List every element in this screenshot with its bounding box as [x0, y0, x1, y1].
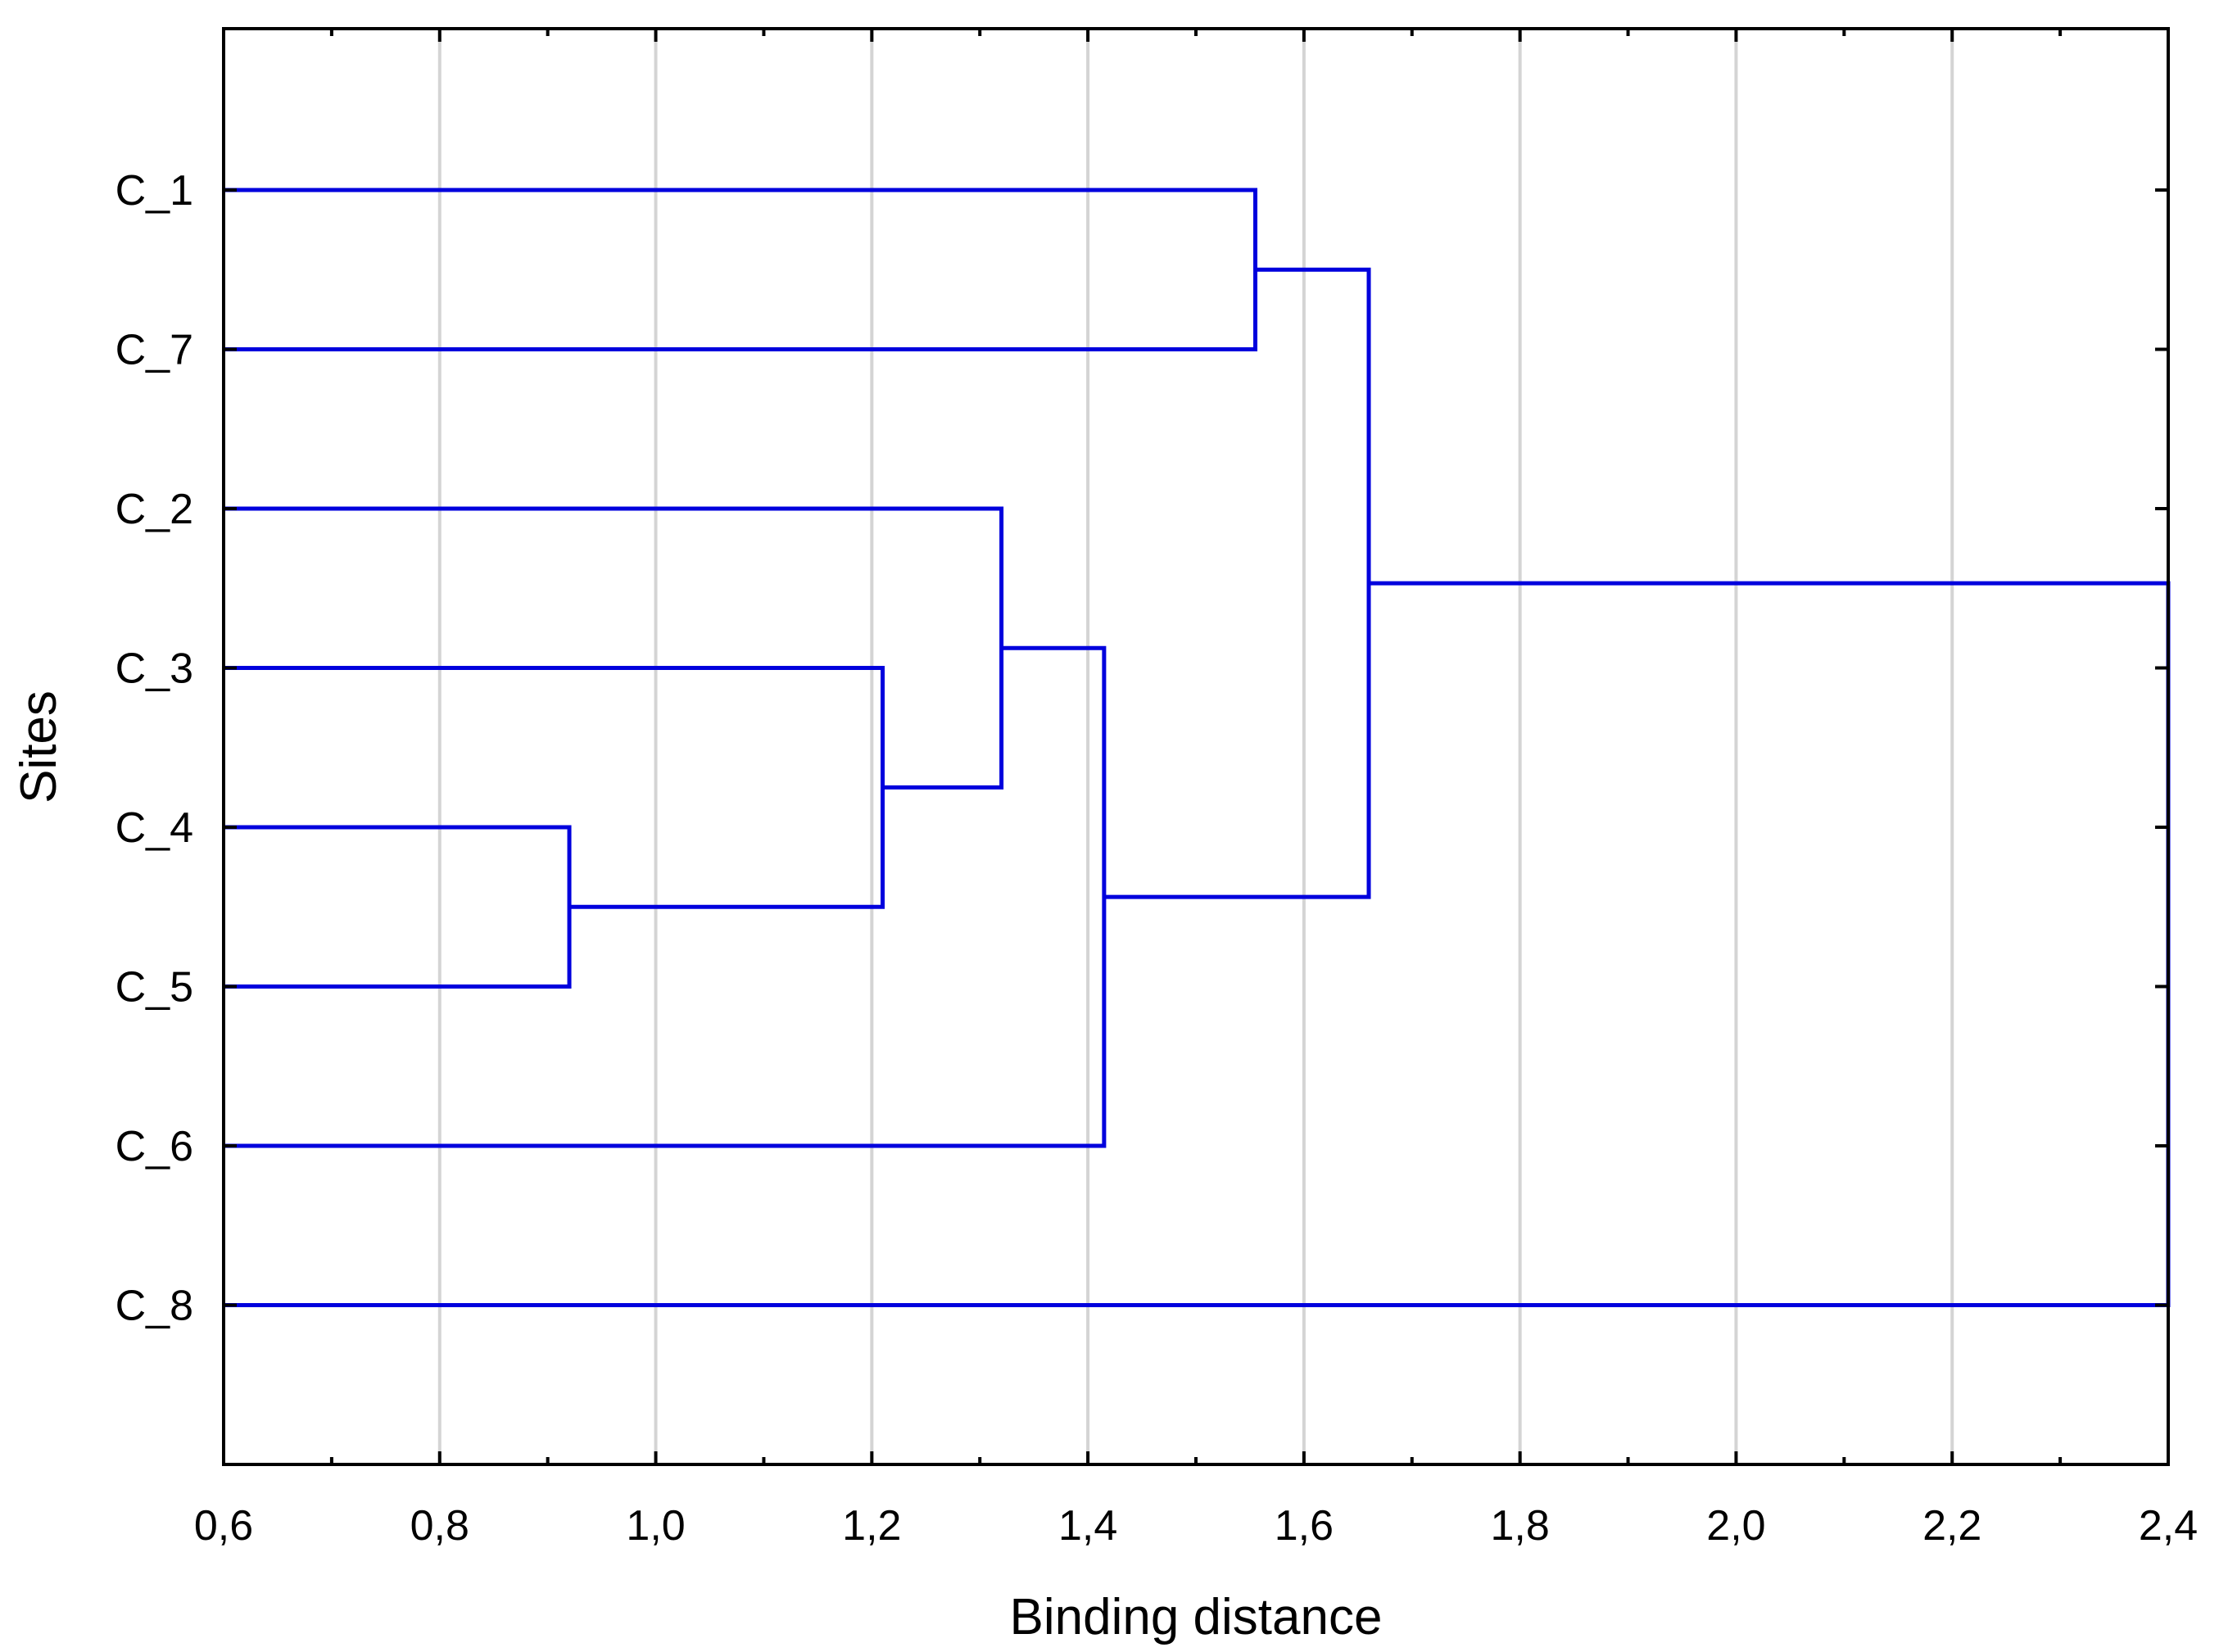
- x-tick-label: 2,0: [1706, 1502, 1765, 1550]
- link-m3: [224, 506, 1004, 790]
- y-axis-title: Sites: [11, 690, 67, 803]
- x-tick-label: 0,8: [410, 1502, 469, 1550]
- grid-layer: [437, 29, 1954, 1464]
- tick-labels: 0,6 0,8 1,0 1,2 1,4 1,6 1,8 2,0 2,2 2,4 C_1 C_7 C_2 C…: [115, 167, 2199, 1550]
- x-tick-label: 1,4: [1058, 1502, 1117, 1550]
- x-tick-label: 1,2: [842, 1502, 901, 1550]
- axis-ticks: [222, 29, 2170, 1464]
- leaf-label: C_1: [115, 167, 193, 215]
- x-tick-label: 2,4: [2139, 1502, 2198, 1550]
- leaf-label: C_6: [115, 1123, 193, 1170]
- leaf-label: C_8: [115, 1283, 193, 1330]
- leaf-label: C_4: [115, 804, 193, 852]
- x-tick-label: 2,2: [1922, 1502, 1981, 1550]
- leaf-label: C_7: [115, 327, 193, 374]
- plot-border: [222, 27, 2170, 1466]
- leaf-label: C_3: [115, 645, 193, 693]
- plot-frame: [222, 27, 2170, 1466]
- x-tick-label: 1,6: [1275, 1502, 1334, 1550]
- x-tick-label: 1,0: [626, 1502, 685, 1550]
- leaf-label: C_5: [115, 964, 193, 1012]
- link-m6: [1103, 267, 1371, 899]
- link-m5: [224, 188, 1258, 351]
- x-axis-title: Binding distance: [1010, 1589, 1383, 1645]
- link-m1: [224, 825, 572, 989]
- x-tick-label: 0,6: [194, 1502, 253, 1550]
- link-m7: [224, 581, 2171, 1307]
- leaf-label: C_2: [115, 486, 193, 533]
- link-m4: [224, 645, 1107, 1148]
- link-m2: [224, 666, 885, 909]
- dendrogram-links: [224, 188, 2171, 1307]
- x-tick-label: 1,8: [1491, 1502, 1550, 1550]
